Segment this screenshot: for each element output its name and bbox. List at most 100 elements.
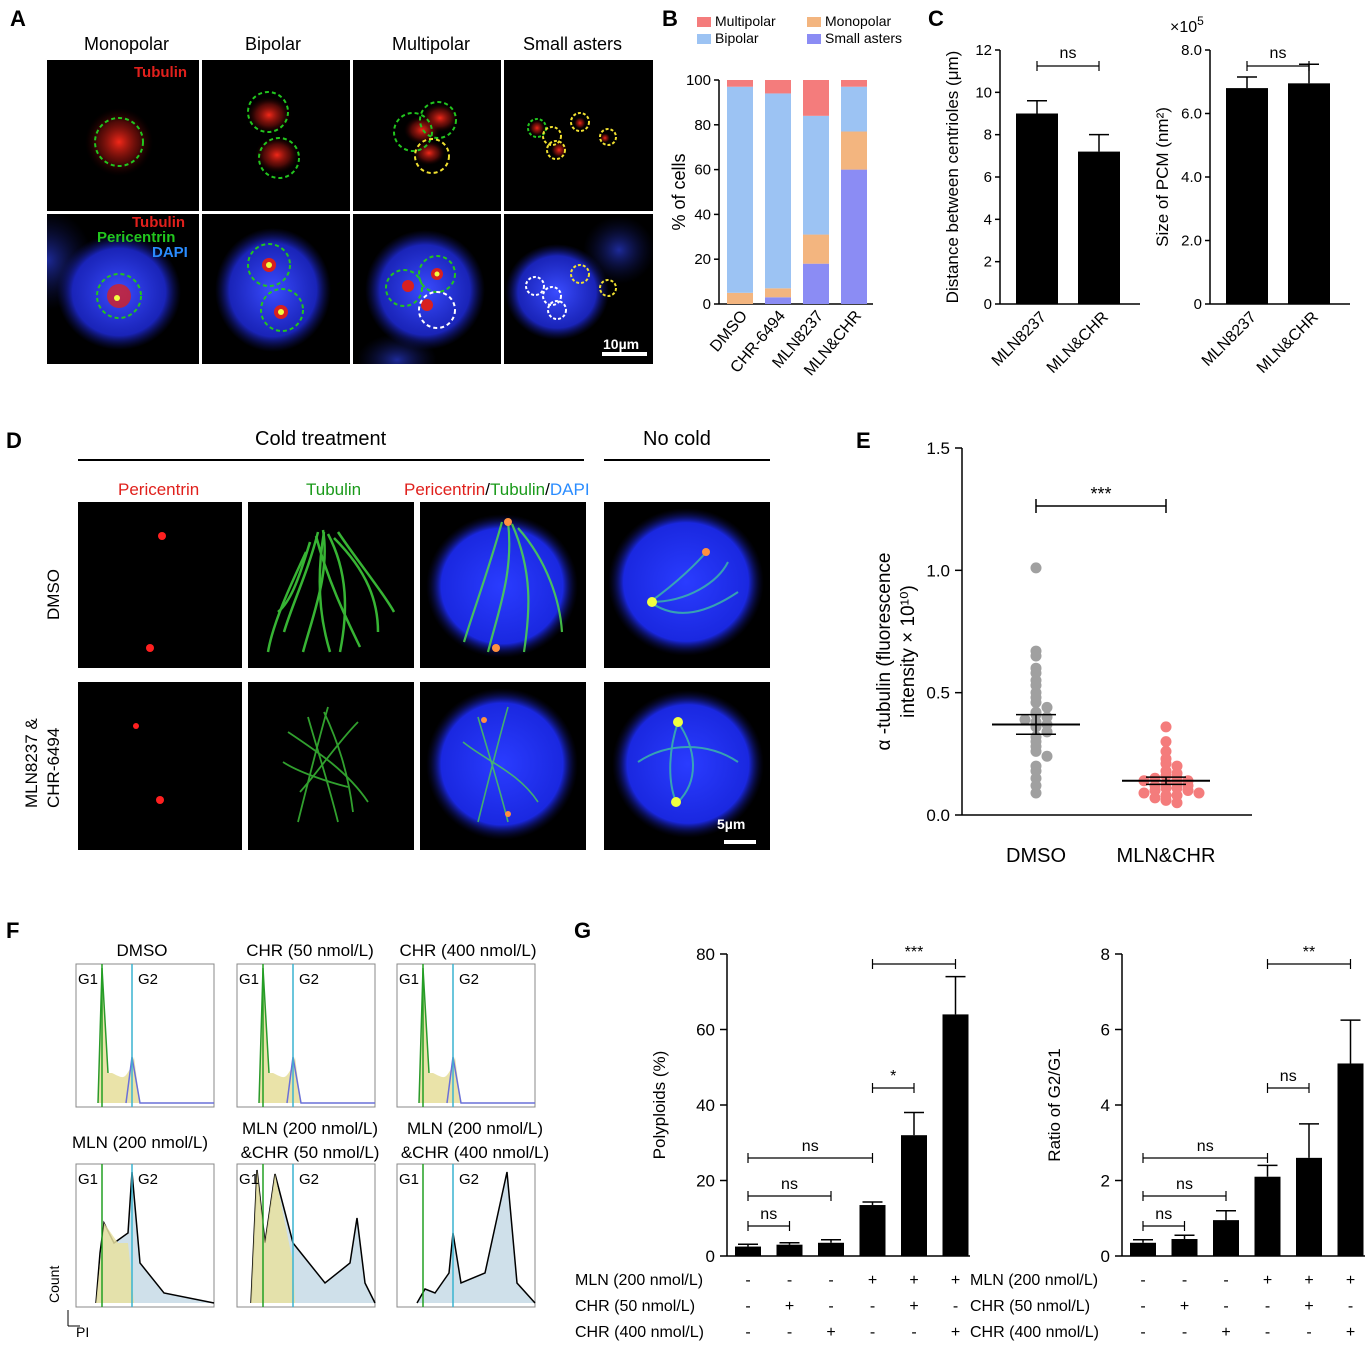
group-label-cold: Cold treatment [255, 428, 387, 450]
y-axis-label: Ratio of G2/G1 [1045, 1048, 1064, 1161]
col-label-tubulin: Tubulin [306, 480, 362, 499]
merge-slash-2: / [545, 480, 550, 499]
y-tick-label-3: 6 [1101, 1021, 1110, 1040]
bar-2 [1213, 1220, 1239, 1256]
point-1-22 [1193, 787, 1205, 799]
point-1-25 [1149, 792, 1161, 804]
point-1-21 [1138, 787, 1150, 799]
y-tick-label-2: 40 [696, 1096, 715, 1115]
panel-label-c: C [928, 6, 944, 31]
hist-title-4-1: &CHR (50 nmol/L) [241, 1143, 380, 1162]
g2-label-2: G2 [459, 971, 479, 988]
sign-2-5: + [1346, 1324, 1355, 1341]
point-0-0 [1030, 562, 1042, 574]
bar-4 [1296, 1157, 1322, 1256]
sign-2-4: - [1306, 1324, 1311, 1341]
sci-exponent: ×105 [1170, 14, 1204, 36]
sign-2-3: - [870, 1324, 875, 1341]
sign-2-0: - [745, 1324, 750, 1341]
panel-label-f: F [6, 918, 20, 943]
bar-2 [818, 1242, 844, 1256]
y-tick-label-0: 0 [706, 1247, 715, 1266]
y-tick-label-4: 8 [984, 127, 992, 144]
panel-label-e: E [856, 428, 871, 453]
sig-label: ns [1060, 45, 1077, 62]
sign-1-0: - [1140, 1298, 1145, 1315]
hist-fill-b-4 [251, 1170, 295, 1303]
g2-label-5: G2 [459, 1171, 479, 1188]
x-tick-label-1: MLN&CHR [1254, 309, 1322, 377]
label-pericentrin: Pericentrin [97, 229, 176, 246]
bar-4 [901, 1135, 927, 1256]
bar-1-2 [765, 93, 791, 289]
chart-e: 0.0 0.5 1.0 1.5 α -tubulin (fluorescence inte… [874, 439, 1252, 867]
hist-title-5-0: MLN (200 nmol/L) [407, 1119, 543, 1138]
sign-0-5: + [1346, 1272, 1355, 1289]
y-tick-label-2: 1.0 [926, 561, 950, 580]
row-label-0: MLN (200 nmol/L) [970, 1272, 1098, 1289]
col-title-bipolar: Bipolar [245, 34, 302, 54]
sign-2-1: - [1182, 1324, 1187, 1341]
comparison-label-4: *** [905, 944, 924, 961]
x-tick-label-1: MLN&CHR [1117, 845, 1216, 867]
bar-1 [1078, 151, 1120, 304]
comparison-label-4: ** [1303, 944, 1315, 961]
panel-label-d: D [6, 428, 22, 453]
sign-0-4: + [909, 1272, 918, 1289]
g1-label-2: G1 [399, 971, 419, 988]
chart-c2: 0 2.0 4.0 6.0 8.0 Size of PCM (nm²) MLN8237MLN… [1153, 14, 1350, 377]
row-label-2: CHR (400 nmol/L) [970, 1324, 1099, 1341]
legend-swatch-2 [697, 34, 711, 44]
row-label-dmso: DMSO [44, 569, 63, 620]
point-0-9 [1030, 696, 1042, 708]
scale-bar-label-a: 10µm [603, 336, 640, 352]
row-label-mln-1: MLN8237 & [22, 718, 41, 808]
y-tick-label-2: 40 [694, 206, 711, 223]
y-tick-label-3: 6.0 [1181, 106, 1202, 123]
y-tick-label-2: 4.0 [1181, 169, 1202, 186]
y-axis-label: Count [46, 1266, 62, 1303]
x-tick-label-0: MLN8237 [1199, 309, 1260, 370]
sign-0-2: - [1223, 1272, 1228, 1289]
bar-1 [776, 1244, 803, 1256]
micrograph-d [78, 502, 770, 850]
point-0-18 [1041, 726, 1053, 738]
sign-0-2: - [828, 1272, 833, 1289]
micrograph-a: Tubulin Tubulin Pericentrin DAPI 10µm [47, 60, 653, 364]
bar-0 [1226, 88, 1268, 304]
g1-label-5: G1 [399, 1171, 419, 1188]
x-tick-label-1: MLN&CHR [1044, 309, 1112, 377]
sign-1-5: - [953, 1298, 958, 1315]
bar-3-0 [841, 169, 867, 304]
merge-dapi: DAPI [549, 480, 590, 499]
legend-label-1: Monopolar [825, 14, 891, 29]
y-tick-label-0: 0 [984, 296, 992, 313]
comparison-label-3: ns [1280, 1068, 1297, 1085]
bar-2-1 [803, 234, 829, 264]
hist-g2-peak-2 [446, 1056, 535, 1104]
sign-1-0: - [745, 1298, 750, 1315]
point-0-10 [1041, 701, 1053, 713]
point-0-28 [1030, 787, 1042, 799]
g2-label-4: G2 [299, 1171, 319, 1188]
sig-label: *** [1090, 484, 1111, 504]
sign-0-0: - [1140, 1272, 1145, 1289]
merge-tubulin: Tubulin [490, 480, 546, 499]
sign-1-1: + [1180, 1298, 1189, 1315]
bar-2-2 [803, 115, 829, 235]
comparison-label-0: ns [760, 1206, 777, 1223]
label-tubulin-top: Tubulin [134, 64, 188, 81]
chart-c1: 0 2 4 6 8 10 12 Distance between centrioles (μm… [943, 42, 1140, 377]
x-axis-label: PI [76, 1324, 89, 1340]
hist-title-0-0: DMSO [117, 941, 168, 960]
sign-1-4: + [909, 1298, 918, 1315]
hist-title-1-0: CHR (50 nmol/L) [246, 941, 374, 960]
sign-0-3: + [1263, 1272, 1272, 1289]
bar-3 [859, 1205, 886, 1256]
legend-swatch-3 [807, 34, 821, 44]
point-0-22 [1030, 745, 1042, 757]
bar-5 [1337, 1063, 1364, 1256]
y-tick-label-2: 4 [984, 211, 992, 228]
